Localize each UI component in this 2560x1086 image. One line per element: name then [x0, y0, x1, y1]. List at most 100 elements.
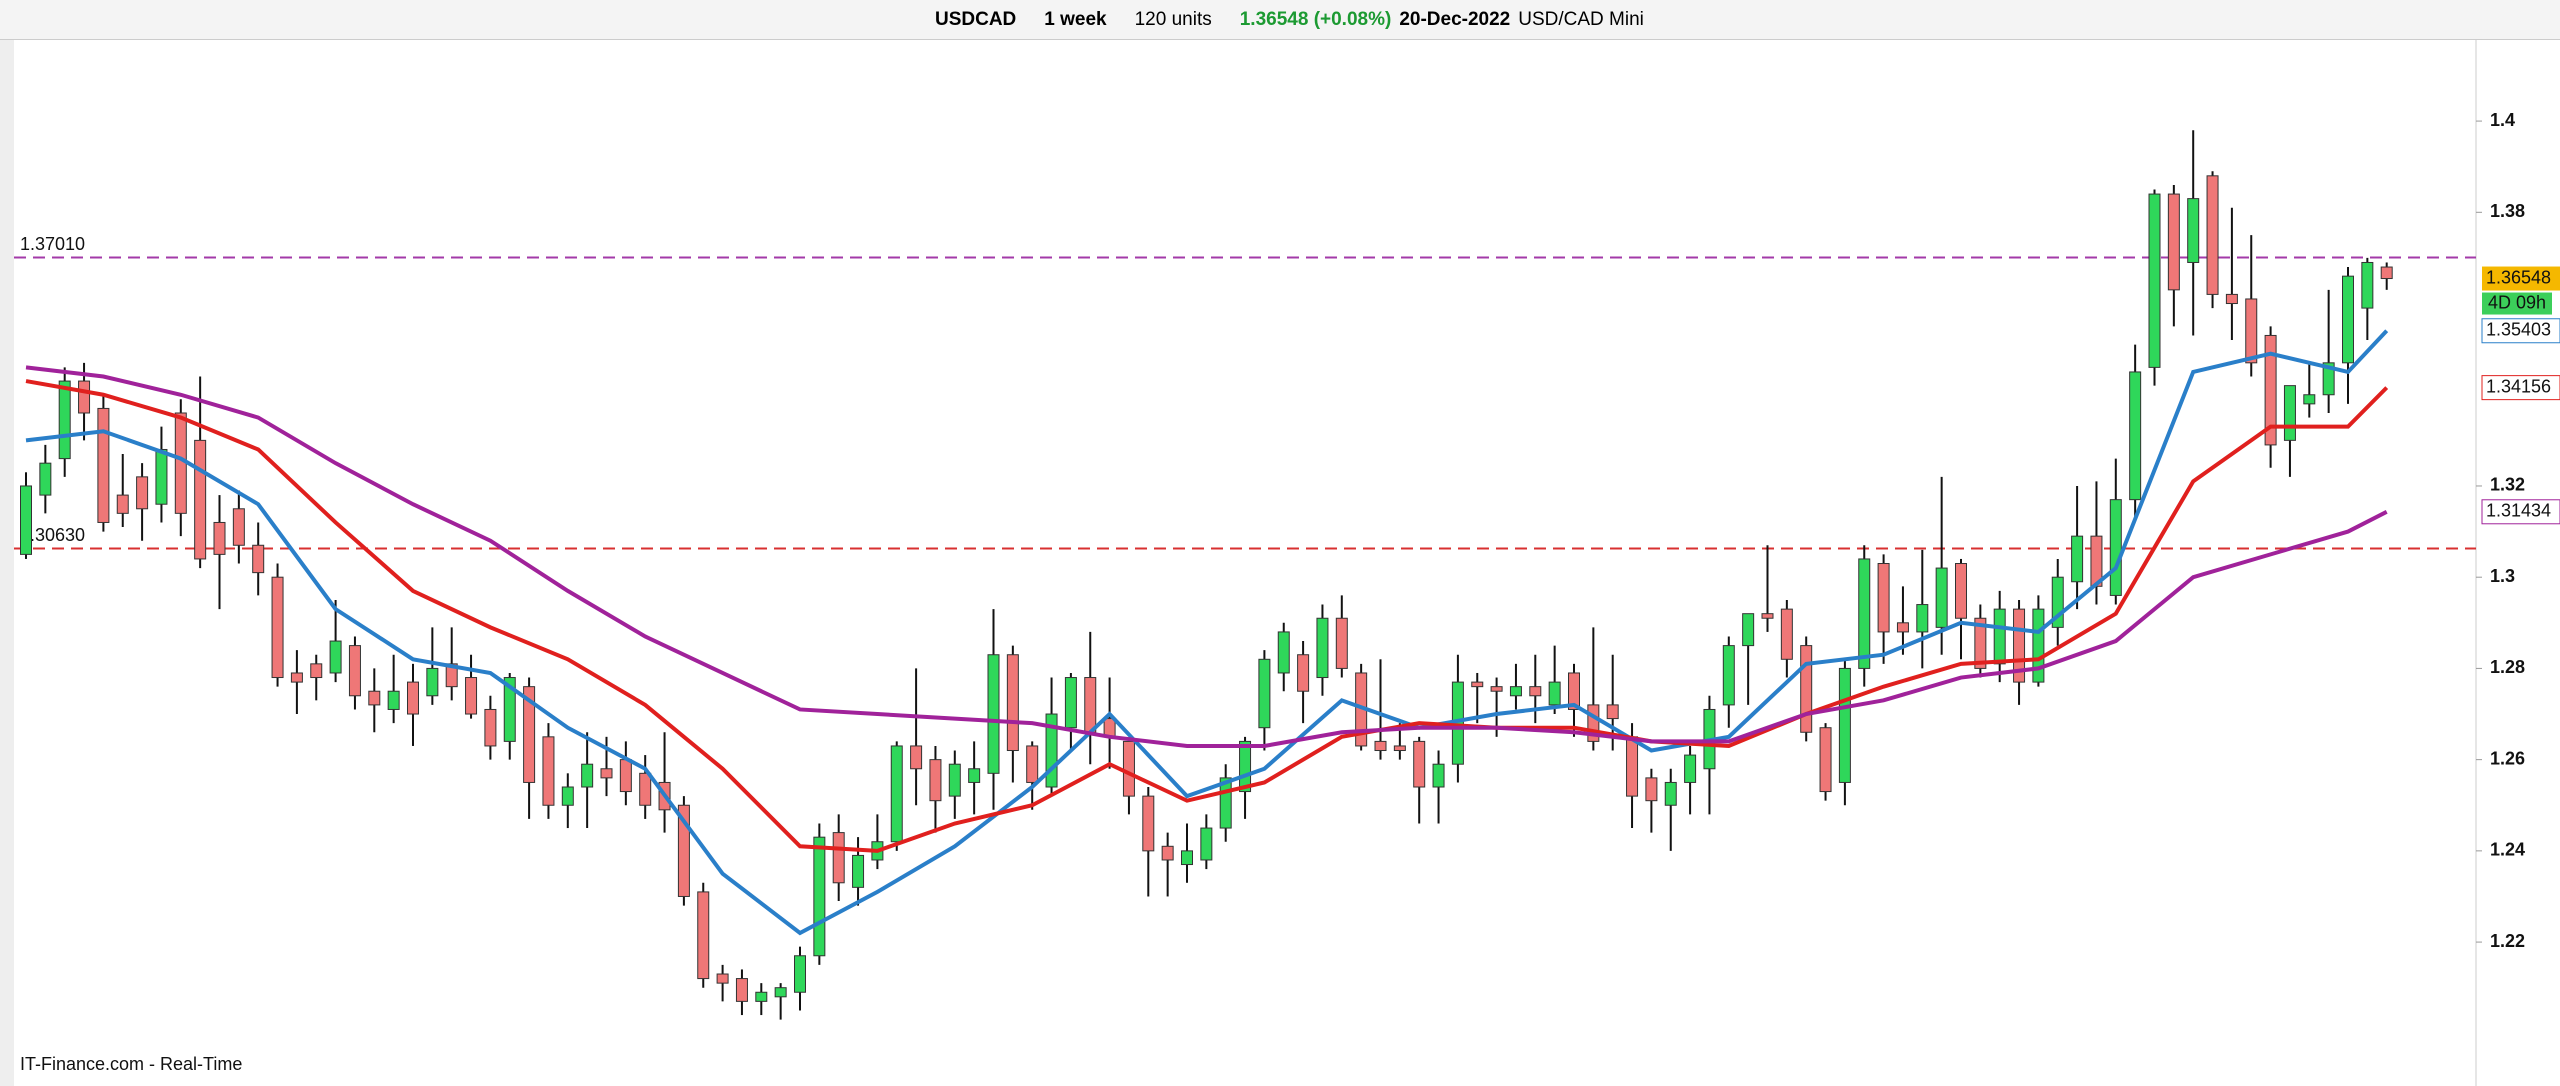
candle-body: [1103, 718, 1116, 738]
candle-body: [368, 690, 381, 706]
candle-body: [1800, 645, 1813, 733]
candle-body: [1219, 777, 1232, 829]
y-tick-label: 1.28: [2490, 657, 2525, 677]
candle-body: [271, 576, 284, 679]
candle-body: [987, 654, 1000, 774]
candle-body: [910, 745, 923, 770]
candle-body: [581, 763, 594, 788]
candle-body: [1935, 567, 1948, 628]
candle-body: [1239, 740, 1252, 793]
candle-body: [832, 832, 845, 884]
candle-body: [2322, 362, 2335, 396]
moving-average: [25, 329, 2389, 936]
candle-body: [1200, 827, 1213, 861]
y-tick-label: 1.24: [2490, 840, 2525, 860]
candle-body: [1509, 686, 1522, 697]
candle-body: [290, 672, 303, 683]
candle-body: [2148, 193, 2161, 368]
y-tick-label: 1.3: [2490, 566, 2515, 586]
candle-body: [1316, 617, 1329, 679]
candle-body: [1161, 845, 1174, 861]
price-tag-label: 1.31434: [2486, 501, 2551, 521]
candle-body: [2245, 298, 2258, 364]
candle-body: [2283, 385, 2296, 441]
instrument: USD/CAD Mini: [1518, 8, 1644, 30]
footer: IT-Finance.com - Real-Time: [20, 1054, 242, 1074]
candle-body: [813, 836, 826, 957]
y-tick-label: 1.32: [2490, 475, 2525, 495]
price-tag: [2481, 375, 2560, 401]
level-label: 1.30630: [20, 525, 85, 545]
candle-body: [1490, 686, 1503, 692]
candle-body: [1064, 677, 1077, 729]
candle-body: [1722, 645, 1735, 706]
candle-body: [1916, 604, 1929, 633]
candle-body: [1606, 704, 1619, 720]
candle-body: [677, 804, 690, 897]
candle-body: [1084, 677, 1097, 733]
candle-body: [252, 544, 265, 574]
candle-body: [1955, 563, 1967, 619]
candle-body: [1626, 736, 1639, 797]
candle-body: [407, 681, 419, 715]
candle-body: [542, 736, 555, 806]
level-label: 1.37010: [20, 234, 85, 254]
y-tick-label: 1.22: [2490, 931, 2525, 951]
candle-body: [1761, 613, 1774, 619]
candle-body: [1877, 563, 1890, 633]
countdown-label: 4D 09h: [2488, 292, 2546, 312]
price-tag-label: 1.34156: [2486, 376, 2551, 396]
candle-body: [1413, 740, 1426, 788]
price-tag: [2481, 318, 2560, 344]
toolbar: USDCAD 1 week 120 units 1.36548 (+0.08%)…: [0, 0, 2560, 40]
candle-body: [1277, 631, 1290, 674]
price-tag-label: 1.35403: [2486, 320, 2551, 340]
candle-body: [2013, 608, 2026, 683]
candle-body: [1587, 704, 1600, 742]
candle-body: [1664, 781, 1677, 806]
symbol[interactable]: USDCAD: [935, 8, 1017, 30]
candle-body: [503, 677, 516, 742]
candle-body: [1548, 681, 1561, 706]
candle-body: [1819, 727, 1832, 793]
candle-body: [2129, 371, 2142, 501]
candle-body: [1684, 754, 1697, 783]
candle-body: [2361, 261, 2374, 309]
candle-body: [387, 690, 400, 710]
candle-body: [39, 462, 52, 496]
candle-body: [1374, 740, 1387, 752]
quote: 1.36548 (+0.08%): [1239, 8, 1392, 30]
side-strip: [0, 40, 14, 1086]
period[interactable]: 1 week: [1044, 8, 1107, 30]
candle-body: [1432, 763, 1445, 788]
candle-body: [484, 708, 497, 747]
candle-body: [639, 772, 652, 806]
candle-body: [1045, 713, 1058, 788]
candle-body: [600, 768, 613, 779]
candle-body: [465, 677, 478, 715]
candle-body: [1393, 745, 1406, 752]
candle-body: [2071, 535, 2084, 583]
candle-body: [426, 667, 439, 697]
candle-body: [1006, 654, 1019, 752]
candle-body: [2264, 334, 2277, 446]
candle-body: [1742, 613, 1755, 647]
candle-body: [1568, 672, 1580, 710]
last-price-tag: [2482, 266, 2560, 291]
candle-body: [755, 991, 768, 1002]
candle-body: [1335, 617, 1348, 669]
candle-body: [2167, 193, 2180, 291]
candle-body: [1993, 608, 2006, 665]
candle-body: [1142, 795, 1155, 852]
candle-body: [697, 891, 710, 980]
candle-body: [213, 521, 226, 555]
chart: IT-Finance.com - Real-Time 1.22 1.24 1.26 1…: [0, 40, 2560, 1086]
y-tick-label: 1.38: [2490, 201, 2525, 221]
candle-body: [2225, 293, 2238, 305]
units[interactable]: 120 units: [1134, 8, 1212, 30]
candle-body: [968, 768, 981, 783]
candle-body: [2206, 175, 2219, 295]
candle-body: [735, 978, 748, 1002]
candle-body: [310, 663, 323, 679]
candle-body: [1471, 681, 1484, 688]
